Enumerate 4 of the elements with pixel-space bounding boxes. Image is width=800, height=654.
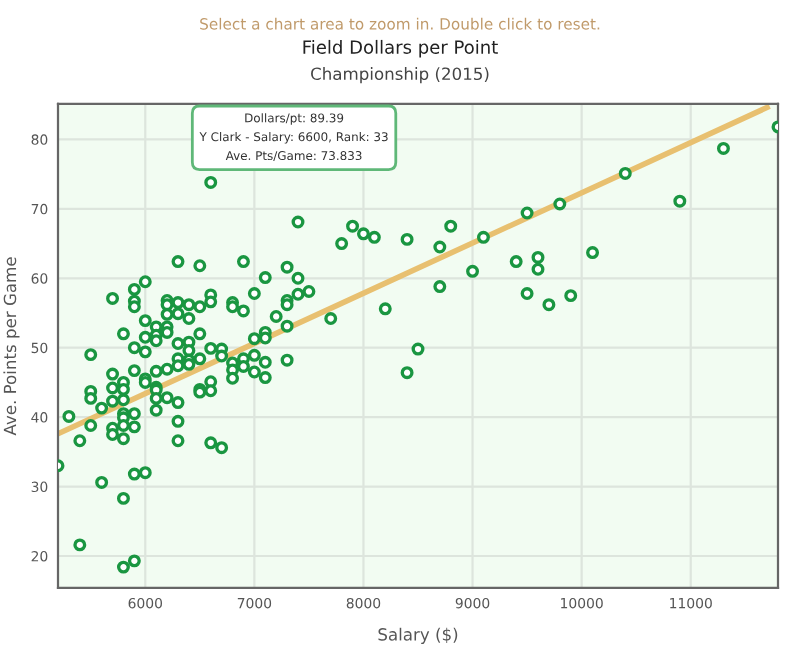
y-axis-title: Ave. Points per Game [3,257,20,436]
chart-title: Field Dollars per Point [303,39,498,58]
x-axis-title: Salary ($) [378,627,458,644]
chart-subtitle: Championship (2015) [311,67,489,84]
